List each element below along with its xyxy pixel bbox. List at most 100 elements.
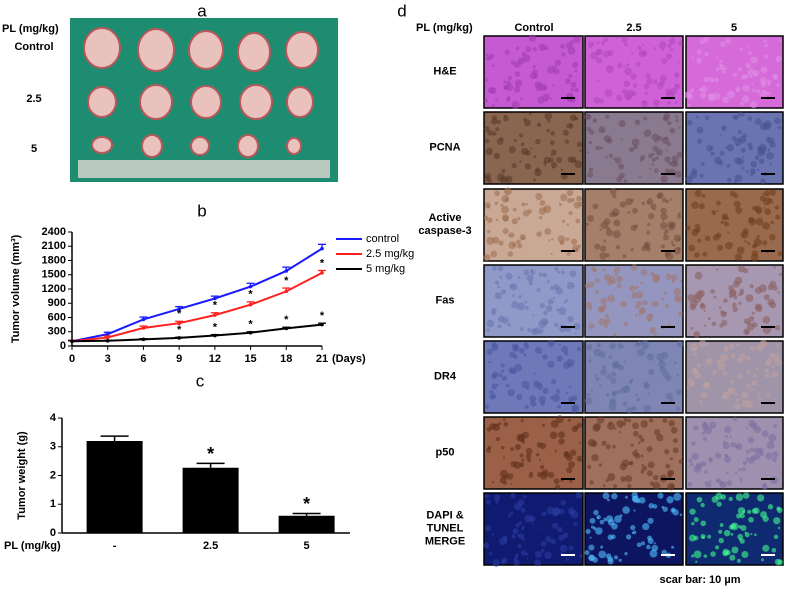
- texture: [744, 531, 747, 534]
- texture: [744, 240, 747, 243]
- texture: [560, 500, 566, 506]
- texture: [514, 364, 522, 372]
- texture: [626, 407, 633, 414]
- texture: [705, 481, 712, 488]
- error-bar: [282, 266, 291, 271]
- x-tick-label: 15: [244, 353, 256, 365]
- texture: [713, 234, 720, 241]
- texture: [666, 101, 671, 105]
- texture: [751, 508, 758, 514]
- texture: [489, 551, 493, 556]
- texture: [494, 423, 498, 427]
- texture: [754, 118, 762, 125]
- texture: [671, 155, 679, 163]
- texture: [703, 310, 706, 313]
- texture: [739, 477, 743, 481]
- texture: [570, 87, 575, 92]
- bar: [182, 467, 239, 533]
- texture: [612, 281, 616, 285]
- error-bar: [103, 335, 112, 338]
- texture: [606, 374, 612, 380]
- texture: [677, 237, 681, 242]
- texture: [733, 200, 741, 208]
- error-bar: [210, 333, 219, 336]
- texture: [491, 310, 496, 316]
- texture: [735, 493, 744, 501]
- texture: [541, 423, 546, 427]
- texture: [500, 289, 506, 295]
- texture: [754, 453, 761, 460]
- texture: [766, 193, 769, 197]
- texture: [747, 142, 753, 148]
- texture: [512, 294, 515, 298]
- texture: [767, 83, 770, 86]
- texture: [735, 443, 743, 450]
- texture: [484, 175, 491, 182]
- texture: [510, 60, 516, 66]
- micrograph: [483, 492, 584, 567]
- texture: [649, 549, 658, 558]
- error-bar: [318, 269, 326, 273]
- texture: [702, 381, 711, 390]
- texture: [731, 135, 737, 141]
- texture: [664, 136, 668, 140]
- texture: [767, 79, 772, 84]
- texture: [521, 525, 525, 529]
- texture: [723, 311, 727, 315]
- texture: [719, 150, 725, 156]
- texture: [602, 484, 606, 488]
- texture: [521, 537, 525, 541]
- texture: [772, 451, 779, 458]
- texture: [605, 478, 610, 483]
- texture: [560, 43, 566, 49]
- texture: [543, 310, 548, 316]
- texture: [676, 296, 681, 301]
- texture: [498, 240, 504, 246]
- texture: [544, 164, 547, 167]
- texture: [598, 126, 606, 134]
- point: [320, 271, 324, 275]
- texture: [556, 355, 563, 362]
- texture: [517, 243, 523, 249]
- texture: [709, 479, 712, 482]
- texture: [724, 453, 729, 458]
- micrograph: [685, 339, 784, 414]
- texture: [531, 522, 534, 525]
- texture: [550, 149, 557, 156]
- texture: [772, 73, 779, 80]
- texture: [676, 214, 682, 219]
- texture: [484, 98, 488, 103]
- texture: [578, 441, 581, 444]
- texture: [627, 418, 631, 423]
- texture: [588, 41, 595, 48]
- texture: [751, 321, 758, 328]
- texture: [690, 554, 695, 558]
- texture: [612, 361, 620, 369]
- texture: [673, 287, 682, 296]
- texture: [552, 84, 555, 87]
- texture: [730, 353, 736, 359]
- texture: [588, 306, 592, 311]
- texture: [767, 504, 774, 510]
- texture: [729, 190, 736, 197]
- texture: [709, 77, 715, 83]
- texture: [611, 390, 618, 397]
- texture: [524, 404, 529, 409]
- texture: [651, 157, 656, 162]
- texture: [718, 537, 725, 544]
- texture: [631, 138, 640, 147]
- texture: [704, 115, 710, 120]
- row-label: 5: [31, 143, 37, 155]
- texture: [497, 324, 502, 329]
- texture: [733, 417, 738, 422]
- texture: [721, 125, 727, 131]
- texture: [764, 208, 772, 216]
- texture: [550, 252, 553, 255]
- texture: [556, 157, 563, 163]
- micrograph: [483, 111, 584, 185]
- texture: [539, 216, 543, 220]
- texture: [696, 57, 702, 64]
- texture: [504, 49, 510, 55]
- texture: [484, 525, 492, 532]
- texture: [510, 482, 513, 485]
